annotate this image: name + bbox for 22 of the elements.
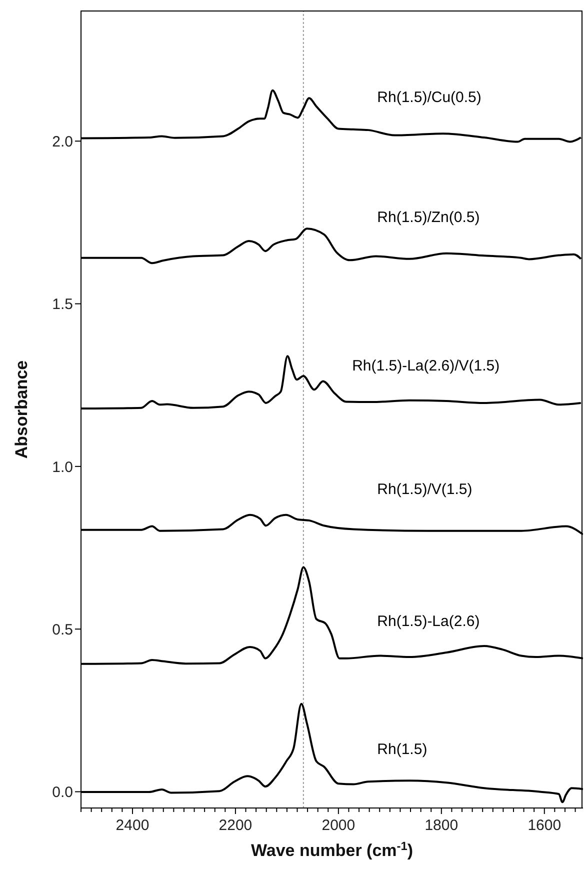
x-tick-label: 2200 [218,817,252,834]
y-tick-label: 1.5 [52,296,73,314]
series-label: Rh(1.5)-La(2.6)/V(1.5) [352,358,500,375]
x-axis-title: Wave number (cm$^{-1}$) [250,839,414,860]
x-tick-label: 2000 [322,817,356,834]
y-tick-label: 1.0 [52,458,73,476]
series-label: Rh(1.5)-La(2.6) [377,612,480,630]
series-label: Rh(1.5)/Zn(0.5) [377,208,480,226]
line-series [81,514,583,536]
y-tick-label: 0.5 [52,621,73,638]
y-axis-title: Absorbance [12,360,31,459]
y-tick-label: 2.0 [52,133,73,150]
x-tick-label: 2400 [116,817,150,834]
x-tick-label: 1800 [424,817,458,834]
line-series [81,228,582,264]
y-tick-label: 0.0 [52,784,73,802]
line-series [81,566,583,665]
line-series [81,355,582,410]
x-tick-label: 1600 [528,817,562,834]
series-label: Rh(1.5) [377,741,428,758]
series-label: Rh(1.5)/Cu(0.5) [377,89,482,106]
text: Rh(1.5)/V(1.5) [377,480,472,498]
